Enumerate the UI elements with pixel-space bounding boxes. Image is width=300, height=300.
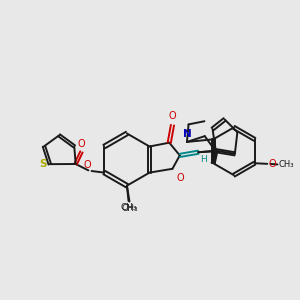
Text: O: O xyxy=(176,172,184,183)
Text: H: H xyxy=(200,155,207,164)
Text: CH₃: CH₃ xyxy=(120,203,137,212)
Text: O: O xyxy=(78,140,85,149)
Text: CH₃: CH₃ xyxy=(121,204,138,213)
Text: S: S xyxy=(40,159,47,169)
Text: N: N xyxy=(183,129,191,139)
Text: CH₃: CH₃ xyxy=(278,160,294,169)
Text: O: O xyxy=(169,111,176,122)
Text: O: O xyxy=(268,159,276,169)
Text: O: O xyxy=(83,160,91,170)
